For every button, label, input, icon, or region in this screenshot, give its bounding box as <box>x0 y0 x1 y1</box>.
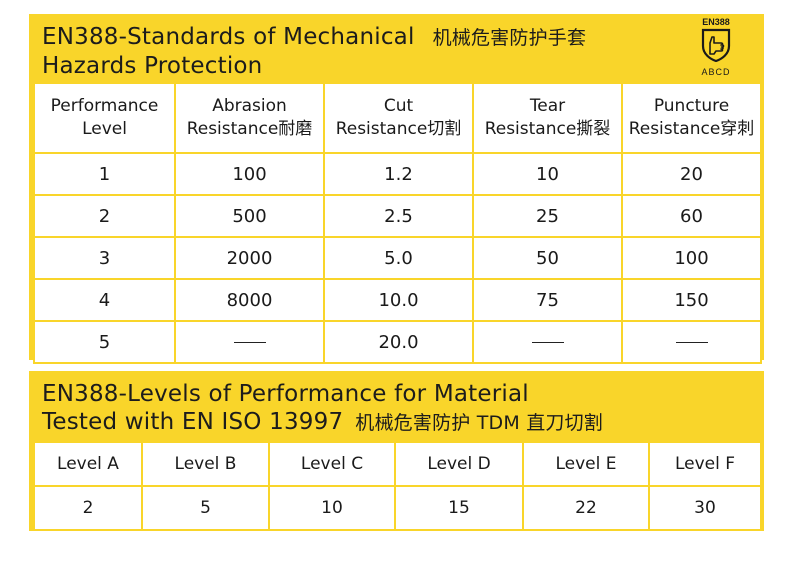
tdm-title: EN388-Levels of Performance for Material… <box>42 380 603 437</box>
cell-tear-empty <box>472 320 623 364</box>
header-level-c: Level C <box>268 441 396 487</box>
standards-title-cn: 机械危害防护手套 <box>432 27 587 49</box>
mechanical-standards-panel: EN388-Standards of Mechanical 机械危害防护手套 Ha… <box>29 14 764 364</box>
cell-puncture: 100 <box>621 236 762 280</box>
value-level-d: 15 <box>394 485 524 531</box>
table-row: 4 8000 10.0 75 150 <box>33 278 762 322</box>
badge-bottom-label: ABCD <box>701 67 731 77</box>
dash-mark <box>531 342 564 343</box>
cell-cut: 2.5 <box>323 194 474 238</box>
cell-tear: 75 <box>472 278 623 322</box>
mechanical-standards-table: Performance Level Abrasion Resistance耐磨 Cu… <box>33 82 762 364</box>
value-level-c: 10 <box>268 485 396 531</box>
tdm-title-line2: Tested with EN ISO 13997 <box>42 409 344 435</box>
tdm-title-line1: EN388-Levels of Performance for Material <box>42 381 529 407</box>
glove-hand-shield-icon <box>701 28 731 63</box>
standards-title-line2: Hazards Protection <box>42 53 263 79</box>
header-cut-resistance: Cut Resistance切割 <box>323 82 474 154</box>
cell-puncture: 20 <box>621 152 762 196</box>
header-abrasion-resistance: Abrasion Resistance耐磨 <box>174 82 325 154</box>
cell-abrasion: 500 <box>174 194 325 238</box>
header-level-d: Level D <box>394 441 524 487</box>
value-level-f: 30 <box>648 485 762 531</box>
value-level-e: 22 <box>522 485 650 531</box>
cell-level: 2 <box>33 194 176 238</box>
dash-mark <box>675 342 708 343</box>
table-row: 5 20.0 <box>33 320 762 364</box>
header-level-b: Level B <box>141 441 270 487</box>
table-header-row: Performance Level Abrasion Resistance耐磨 Cu… <box>33 82 762 154</box>
header-performance-level: Performance Level <box>33 82 176 154</box>
cell-puncture: 60 <box>621 194 762 238</box>
table-row: 2 5 10 15 22 30 <box>33 485 762 531</box>
tdm-levels-table: Level A Level B Level C Level D Level E … <box>33 441 762 531</box>
header-tear-resistance: Tear Resistance撕裂 <box>472 82 623 154</box>
value-level-b: 5 <box>141 485 270 531</box>
cell-abrasion-empty <box>174 320 325 364</box>
header-puncture-resistance: Puncture Resistance穿刺 <box>621 82 762 154</box>
cell-puncture: 150 <box>621 278 762 322</box>
cell-level: 5 <box>33 320 176 364</box>
cell-tear: 50 <box>472 236 623 280</box>
cell-abrasion: 2000 <box>174 236 325 280</box>
dash-mark <box>233 342 266 343</box>
cell-level: 4 <box>33 278 176 322</box>
tdm-levels-panel: EN388-Levels of Performance for Material… <box>29 371 764 531</box>
value-level-a: 2 <box>33 485 143 531</box>
cell-puncture-empty <box>621 320 762 364</box>
cell-abrasion: 100 <box>174 152 325 196</box>
header-level-e: Level E <box>522 441 650 487</box>
table-row: 3 2000 5.0 50 100 <box>33 236 762 280</box>
cell-tear: 25 <box>472 194 623 238</box>
cell-level: 3 <box>33 236 176 280</box>
table-header-row: Level A Level B Level C Level D Level E … <box>33 441 762 487</box>
header-level-a: Level A <box>33 441 143 487</box>
tdm-title-cn: 机械危害防护 TDM 直刀切割 <box>355 412 603 434</box>
table-row: 2 500 2.5 25 60 <box>33 194 762 238</box>
cell-cut: 20.0 <box>323 320 474 364</box>
cell-cut: 1.2 <box>323 152 474 196</box>
cell-tear: 10 <box>472 152 623 196</box>
table-row: 1 100 1.2 10 20 <box>33 152 762 196</box>
cell-abrasion: 8000 <box>174 278 325 322</box>
header-level-f: Level F <box>648 441 762 487</box>
cell-cut: 10.0 <box>323 278 474 322</box>
cell-cut: 5.0 <box>323 236 474 280</box>
en388-badge: EN388 ABCD <box>696 14 736 84</box>
badge-top-label: EN388 <box>702 17 730 27</box>
standards-title: EN388-Standards of Mechanical 机械危害防护手套 Ha… <box>42 23 586 80</box>
cell-level: 1 <box>33 152 176 196</box>
standards-title-line1: EN388-Standards of Mechanical <box>42 24 415 50</box>
